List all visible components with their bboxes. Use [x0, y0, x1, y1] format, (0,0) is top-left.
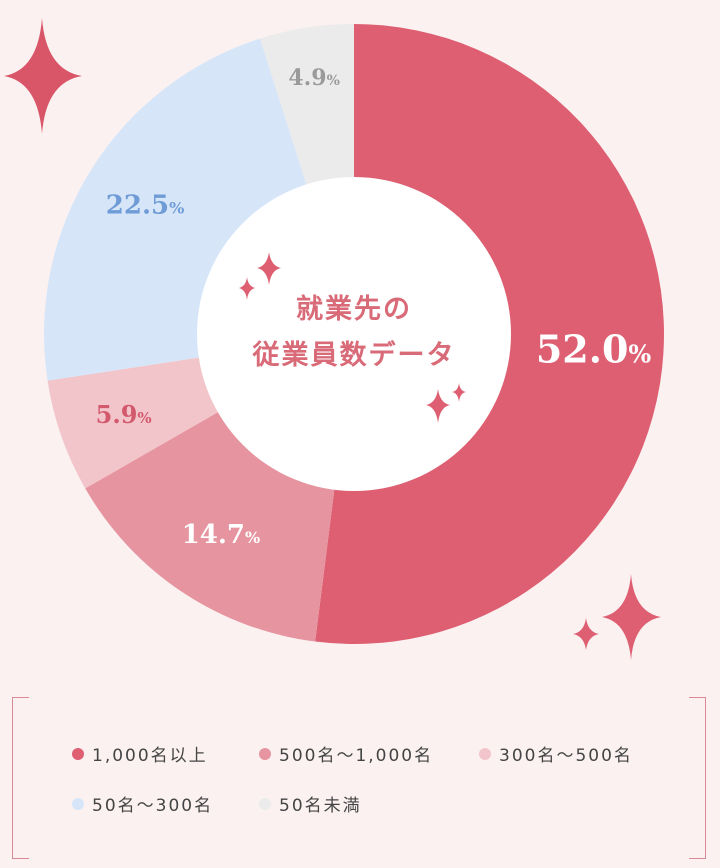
legend-item-50-300: 50名～300名 — [72, 791, 213, 816]
legend-dot — [72, 797, 84, 810]
legend-dot — [259, 797, 271, 810]
slice-value-label: 4.9% — [288, 65, 340, 91]
legend-item-1000-plus: 1,000名以上 — [72, 741, 208, 766]
slice-value-label: 52.0% — [536, 327, 652, 372]
sparkle-icon — [239, 277, 255, 300]
sparkle-icon — [4, 18, 82, 134]
chart-title-line-1: 就業先の — [296, 294, 412, 325]
slice-value-label: 5.9% — [96, 400, 152, 429]
legend-bracket-right — [689, 697, 706, 859]
legend-label: 50名未満 — [279, 796, 362, 816]
legend-label: 500名～1,000名 — [279, 746, 434, 766]
legend-item-300-500: 300名～500名 — [479, 741, 633, 766]
legend-dot — [259, 747, 271, 760]
legend-label: 50名～300名 — [92, 796, 214, 816]
sparkle-icon — [257, 252, 281, 285]
slice-value-label: 22.5% — [106, 191, 185, 221]
sparkle-icon — [602, 574, 661, 660]
legend-dot — [72, 747, 84, 760]
legend: 1,000名以上 500名～1,000名 300名～500名 50名～300名 … — [12, 697, 706, 859]
slice-value-label: 14.7% — [182, 520, 261, 550]
slice-labels: 52.0% 14.7% 5.9% 22.5% 4.9% — [96, 65, 652, 550]
legend-label: 300名～500名 — [499, 746, 633, 766]
sparkle-icon — [573, 618, 599, 650]
legend-bracket-left — [12, 697, 29, 859]
legend-dot — [479, 747, 491, 760]
legend-item-under-50: 50名未満 — [259, 791, 362, 816]
chart-title-line-2: 従業員数データ — [252, 339, 456, 371]
sparkle-icon — [452, 383, 466, 402]
donut-hole — [197, 177, 511, 491]
sparkle-icon — [426, 389, 450, 423]
legend-label: 1,000名以上 — [92, 746, 208, 766]
donut-chart: 52.0% 14.7% 5.9% 22.5% 4.9% 就業先の 従業員数データ — [4, 18, 664, 660]
legend-item-500-1000: 500名～1,000名 — [259, 741, 433, 766]
